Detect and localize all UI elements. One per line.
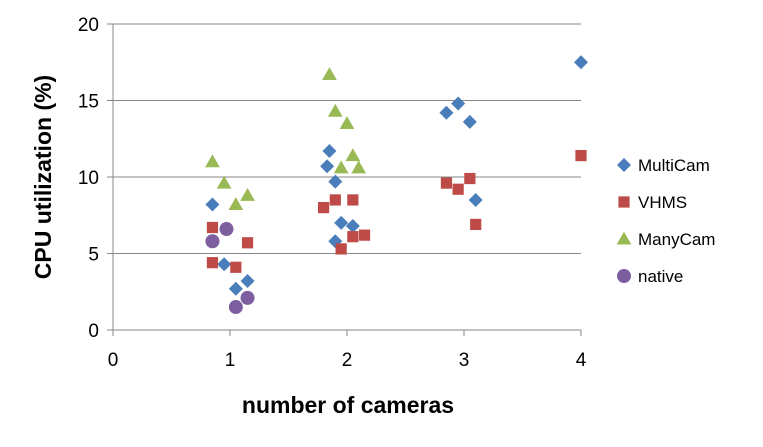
gridlines [113,23,581,254]
point-manycam [351,160,367,174]
point-manycam [327,103,343,117]
legend-label-native: native [638,267,683,286]
point-vhms [318,202,330,214]
legend-label-vhms: VHMS [638,193,687,212]
y-tick-label: 15 [78,92,99,113]
point-multicam [574,55,588,70]
legend-label-multicam: MultiCam [638,156,710,175]
point-manycam [240,188,255,201]
point-vhms [347,194,359,206]
point-vhms [575,149,587,162]
point-manycam [205,154,220,168]
axes [107,23,582,336]
point-manycam [345,148,361,162]
point-multicam [320,159,335,174]
point-vhms [347,231,359,243]
x-tick-label: 3 [459,350,470,371]
point-multicam [328,174,343,189]
point-native [240,290,255,305]
point-multicam [205,197,220,212]
point-vhms [464,172,476,185]
point-manycam [322,67,337,81]
point-vhms [470,218,482,231]
point-manycam [333,160,349,174]
point-multicam [468,192,483,207]
point-native [228,300,243,315]
point-multicam [217,257,232,272]
legend-marker-native [617,269,631,283]
point-multicam [240,274,255,289]
legend-label-manycam: ManyCam [638,230,715,249]
x-tick-label: 0 [108,350,119,371]
legend-marker-multicam [617,158,631,172]
point-multicam [322,143,337,158]
point-multicam [462,114,477,129]
point-multicam [451,96,466,111]
point-manycam [228,197,244,211]
point-multicam [334,215,349,230]
legend: MultiCam VHMS ManyCam native [616,156,715,286]
x-axis-title: number of cameras [242,392,454,418]
y-tick-label: 5 [88,245,99,266]
y-tick-label: 20 [78,15,99,36]
point-native [219,222,234,237]
point-vhms [206,221,219,234]
x-tick-label: 1 [225,350,236,371]
x-tick-label: 2 [342,350,353,371]
y-tick-label: 0 [88,321,99,342]
point-vhms [335,243,347,255]
point-vhms [329,194,341,206]
x-tick-label: 4 [576,350,587,371]
point-vhms [452,183,464,195]
point-vhms [241,237,254,249]
point-multicam [345,218,360,233]
point-vhms [230,261,242,273]
y-tick-label: 10 [78,168,99,189]
tick-labels: 0 5 10 15 20 0 1 2 3 4 [78,15,587,371]
point-vhms [358,229,371,241]
data-points [205,55,588,315]
point-manycam [339,116,355,129]
point-vhms [206,257,219,269]
y-axis-title: CPU utilization (%) [30,75,56,279]
legend-marker-manycam [616,231,632,245]
point-manycam [216,175,232,189]
point-multicam [228,281,243,296]
point-vhms [440,177,453,189]
point-native [205,234,220,249]
point-multicam [439,105,454,120]
legend-marker-vhms [618,196,630,208]
